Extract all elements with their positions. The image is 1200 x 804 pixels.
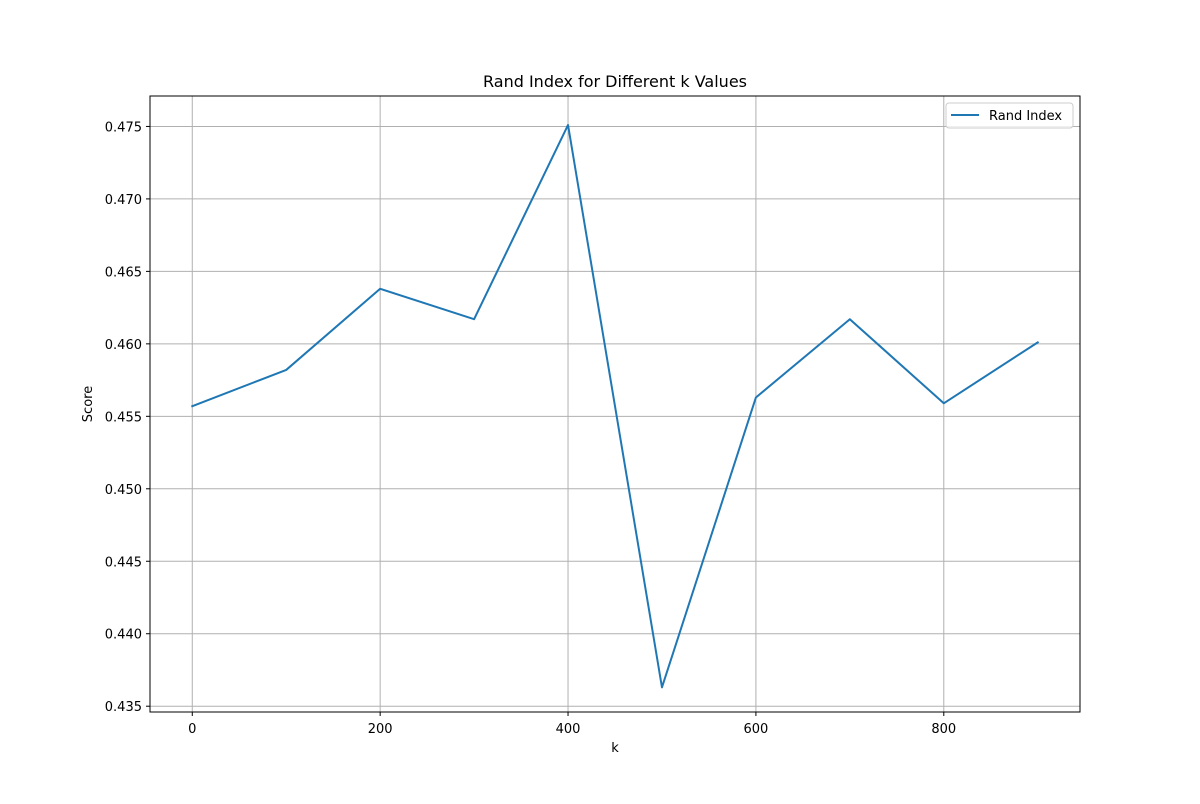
series-line-rand-index <box>190 123 1040 689</box>
chart-title: Rand Index for Different k Values <box>483 72 747 91</box>
y-tick-label: 0.445 <box>105 555 142 570</box>
x-tick-label: 0 <box>188 722 196 737</box>
y-tick-label: 0.435 <box>105 700 142 715</box>
y-tick-label: 0.450 <box>105 483 142 498</box>
legend-label: Rand Index <box>989 109 1062 124</box>
y-tick-label: 0.475 <box>105 120 142 135</box>
series-layer <box>190 123 1040 689</box>
x-tick-label: 800 <box>931 722 956 737</box>
grid <box>150 96 1080 712</box>
y-axis-label: Score <box>81 386 96 422</box>
y-tick-label: 0.465 <box>105 265 142 280</box>
x-tick-label: 600 <box>743 722 768 737</box>
plot-frame <box>149 95 1081 713</box>
y-tick-label: 0.440 <box>105 628 142 643</box>
y-tick-label: 0.455 <box>105 410 142 425</box>
legend-box <box>945 102 1074 129</box>
x-tick-label: 200 <box>368 722 393 737</box>
legend: Rand Index <box>945 102 1074 129</box>
y-tick-label: 0.470 <box>105 193 142 208</box>
ticks: 0 200 400 600 800 0.435 0.440 0.445 0.450 0.455 0.… <box>105 120 956 737</box>
x-axis-label: k <box>611 741 619 756</box>
x-tick-label: 400 <box>556 722 581 737</box>
y-tick-label: 0.460 <box>105 338 142 353</box>
